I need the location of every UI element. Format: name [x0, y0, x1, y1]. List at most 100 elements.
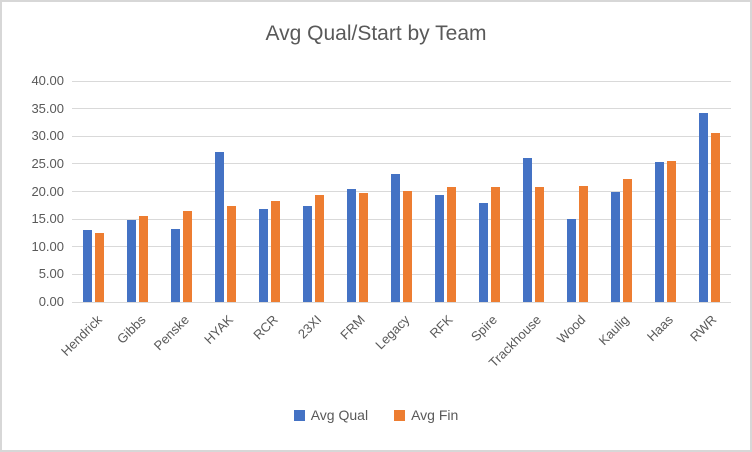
- x-axis-label-wood: Wood: [553, 312, 588, 347]
- bar-avg-qual-legacy: [391, 174, 401, 302]
- legend-swatch-avg-qual: [293, 409, 305, 421]
- bar-avg-fin-legacy: [403, 190, 413, 302]
- bar-avg-qual-trackhouse: [522, 157, 532, 302]
- y-tick-label: 0.00: [38, 294, 64, 309]
- bar-group-hyak: [204, 81, 248, 302]
- x-label-cell: Gibbs: [113, 308, 160, 388]
- bar-group-23xi: [292, 81, 336, 302]
- gridline: [72, 246, 731, 248]
- bar-group-frm: [336, 81, 380, 302]
- legend-item-avg-qual: Avg Qual: [293, 407, 369, 423]
- y-tick-label: 20.00: [31, 183, 64, 199]
- bar-avg-fin-hyak: [227, 206, 237, 302]
- plot-area: [72, 80, 731, 303]
- y-tick-label: 40.00: [31, 73, 64, 88]
- bar-avg-fin-rwr: [710, 132, 720, 302]
- bar-avg-fin-trackhouse: [534, 187, 544, 302]
- legend-item-avg-fin: Avg Fin: [394, 407, 458, 423]
- bar-avg-qual-frm: [347, 189, 357, 302]
- bar-group-rcr: [248, 81, 292, 302]
- x-label-cell: Wood: [553, 308, 599, 388]
- x-label-cell: Penske: [151, 308, 204, 388]
- gridline: [72, 108, 731, 110]
- y-tick-label: 30.00: [31, 128, 64, 144]
- gridline: [72, 273, 731, 275]
- bar-avg-fin-spire: [490, 186, 500, 302]
- y-tick-label: 15.00: [31, 211, 64, 227]
- x-axis-label-spire: Spire: [467, 312, 501, 345]
- bar-avg-fin-kaulig: [622, 179, 632, 302]
- x-axis-label-kaulig: Kaulig: [595, 312, 632, 349]
- bar-avg-fin-penske: [183, 211, 193, 302]
- x-axis-label-gibbs: Gibbs: [113, 312, 149, 347]
- x-label-cell: 23XI: [292, 308, 336, 388]
- x-label-cell: RFK: [424, 308, 468, 388]
- legend: Avg Qual Avg Fin: [2, 407, 750, 423]
- x-label-cell: Trackhouse: [486, 308, 555, 388]
- legend-swatch-avg-fin: [394, 409, 406, 421]
- bar-avg-qual-hendrick: [83, 230, 93, 302]
- x-axis-label-hendrick: Hendrick: [57, 312, 105, 359]
- bar-group-spire: [467, 81, 511, 302]
- x-label-cell: Hendrick: [58, 308, 116, 388]
- bar-avg-qual-gibbs: [127, 219, 137, 302]
- bar-avg-qual-penske: [171, 229, 181, 302]
- legend-label: Avg Fin: [411, 407, 459, 423]
- bar-avg-fin-frm: [359, 192, 369, 302]
- bar-group-haas: [643, 81, 687, 302]
- y-tick-label: 25.00: [31, 155, 64, 171]
- gridline: [72, 191, 731, 192]
- x-label-cell: Legacy: [372, 308, 424, 388]
- y-tick-label: 35.00: [31, 100, 64, 116]
- bar-group-kaulig: [599, 81, 643, 302]
- x-axis-label-23xi: 23XI: [294, 312, 325, 342]
- chart-title: Avg Qual/Start by Team: [265, 22, 487, 45]
- bar-avg-fin-rfk: [446, 187, 456, 302]
- bar-avg-fin-hendrick: [95, 232, 105, 302]
- bar-group-hendrick: [72, 81, 116, 302]
- bar-avg-qual-spire: [478, 202, 488, 302]
- x-axis-label-haas: Haas: [643, 312, 676, 345]
- bar-avg-fin-haas: [666, 160, 676, 302]
- bar-avg-qual-hyak: [215, 151, 225, 302]
- gridline: [72, 301, 731, 303]
- x-label-cell: FRM: [336, 308, 380, 388]
- x-axis-label-frm: FRM: [337, 312, 369, 343]
- bar-avg-qual-kaulig: [610, 191, 620, 302]
- gridline: [72, 80, 731, 82]
- y-tick-label: 5.00: [38, 266, 64, 282]
- x-axis-labels: Hendrick Gibbs Penske HYAK RCR 23XI FRM Legacy R…: [58, 308, 731, 388]
- bar-avg-qual-rwr: [698, 112, 708, 302]
- bar-group-wood: [555, 81, 599, 302]
- bars-layer: [72, 81, 731, 302]
- bar-avg-qual-wood: [566, 219, 576, 302]
- gridline: [72, 135, 731, 137]
- y-tick-label: 10.00: [31, 238, 64, 254]
- x-label-cell: RCR: [248, 308, 292, 388]
- bar-avg-qual-rfk: [434, 195, 444, 302]
- bar-group-rfk: [424, 81, 468, 302]
- legend-label: Avg Qual: [310, 407, 369, 423]
- x-axis-label-rcr: RCR: [249, 312, 281, 343]
- x-label-cell: HYAK: [201, 308, 248, 388]
- bar-avg-qual-haas: [654, 161, 664, 302]
- x-axis-label-rwr: RWR: [687, 312, 720, 345]
- bar-avg-qual-23xi: [303, 205, 313, 302]
- bar-group-legacy: [380, 81, 424, 302]
- bar-avg-fin-rcr: [271, 201, 281, 302]
- x-label-cell: Kaulig: [595, 308, 643, 388]
- bar-avg-fin-gibbs: [139, 216, 149, 302]
- x-label-cell: RWR: [687, 308, 731, 388]
- bar-group-gibbs: [116, 81, 160, 302]
- x-axis-label-rfk: RFK: [427, 312, 457, 341]
- bar-group-trackhouse: [511, 81, 555, 302]
- x-axis-label-hyak: HYAK: [201, 312, 237, 347]
- x-label-cell: Haas: [643, 308, 687, 388]
- bar-avg-fin-23xi: [315, 194, 325, 302]
- bar-avg-qual-rcr: [259, 208, 269, 302]
- gridline: [72, 163, 731, 165]
- gridline: [72, 218, 731, 220]
- bar-avg-fin-wood: [578, 185, 588, 302]
- bar-group-penske: [160, 81, 204, 302]
